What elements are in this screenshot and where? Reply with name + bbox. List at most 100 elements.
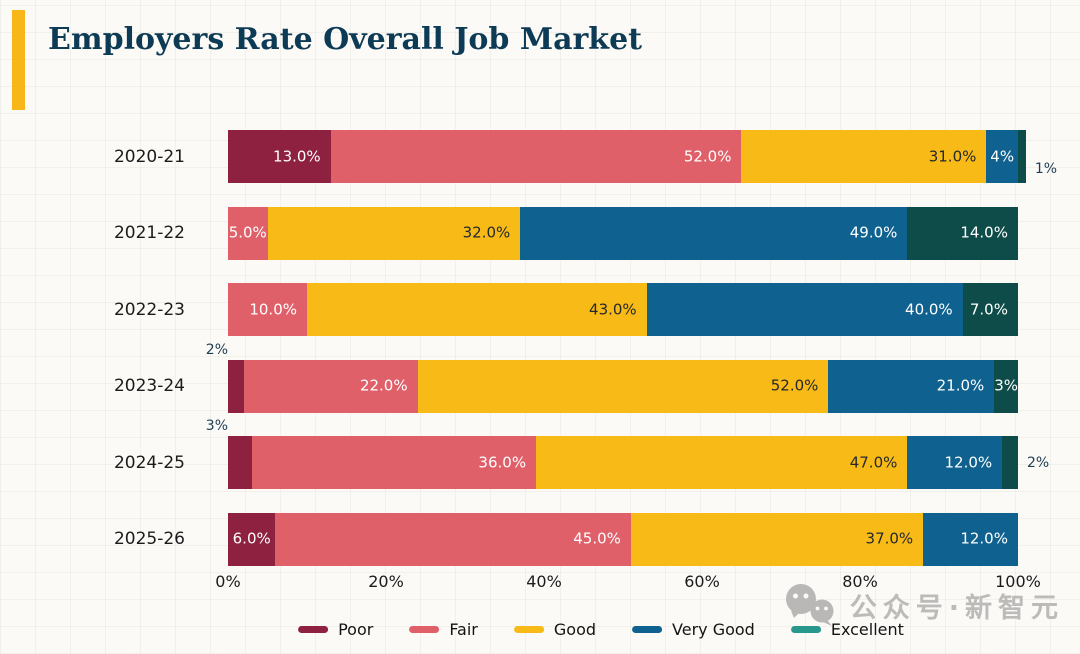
segment-value-label: 10.0% [249, 300, 297, 318]
x-axis-tick-label: 40% [526, 571, 562, 591]
stacked-bar: 6.0% 45.0% 37.0% 12.0% [228, 512, 1018, 566]
bar-segment: 2% [206, 343, 244, 413]
x-axis-tick-label: 20% [368, 571, 404, 591]
chart-rows: 2020-21 13.0% 52.0% 31.0% 4% 1% 2021-22 5.0% 32.… [0, 130, 1057, 566]
chart-row: 2020-21 13.0% 52.0% 31.0% 4% 1% [0, 130, 1057, 183]
stacked-bar: 3% 36.0% 47.0% 12.0% 2% [206, 419, 1049, 489]
legend-label: Very Good [672, 620, 755, 639]
x-axis-tick-label: 80% [842, 571, 878, 591]
legend-item: Fair [409, 620, 478, 639]
bar-segment: 3% [206, 419, 252, 489]
bar-segment: 4% [986, 130, 1018, 183]
bar-segment: 37.0% [630, 512, 924, 566]
legend-swatch [513, 626, 544, 633]
legend-item: Poor [298, 620, 373, 639]
chart-row: 2025-26 6.0% 45.0% 37.0% 12.0% [0, 512, 1040, 566]
category-label: 2023-24 [113, 376, 185, 396]
segment-value-label: 5.0% [228, 223, 267, 242]
page-title: Employers Rate Overall Job Market [48, 22, 643, 57]
chart-row: 2024-25 3% 36.0% 47.0% 12.0% 2% [0, 419, 1049, 489]
legend-label: Excellent [830, 620, 904, 639]
segment-value-label: 2% [1026, 454, 1050, 471]
bar-segment: 36.0% [251, 436, 537, 489]
bar-segment: 14.0% [907, 206, 1018, 260]
segment-value-label: 40.0% [905, 300, 953, 318]
stacked-bar: 10.0% 43.0% 40.0% 7.0% [228, 283, 1018, 336]
segment-value-label: 3% [205, 418, 228, 434]
bar-segment: 2% [1002, 436, 1049, 489]
chart-row: 2023-24 2% 22.0% 52.0% 21.0% 3% [0, 343, 1040, 413]
bar-segment: 10.0% [228, 283, 307, 336]
legend-swatch [632, 626, 663, 633]
bar-segment: 31.0% [741, 130, 987, 183]
stacked-bar: 2% 22.0% 52.0% 21.0% 3% [206, 343, 1019, 413]
bar-segment: 40.0% [646, 283, 963, 336]
segment-value-label: 45.0% [573, 529, 621, 548]
legend-item: Very Good [632, 620, 755, 639]
chart-row: 2021-22 5.0% 32.0% 49.0% 14.0% [0, 206, 1040, 260]
x-axis: 0% 20% 40% 60% 80% 100% [215, 571, 1041, 594]
watermark-text: 公众号·新智元 [849, 592, 1064, 624]
stacked-bar: 13.0% 52.0% 31.0% 4% 1% [228, 130, 1057, 183]
category-label: 2022-23 [113, 299, 185, 320]
segment-value-label: 14.0% [960, 223, 1008, 242]
segment-value-label: 12.0% [944, 453, 993, 471]
bar-segment: 43.0% [307, 283, 647, 336]
category-label: 2021-22 [113, 223, 185, 243]
segment-value-label: 52.0% [770, 376, 819, 395]
segment-value-label: 36.0% [478, 453, 527, 471]
legend-item: Good [513, 620, 597, 639]
category-label: 2024-25 [113, 452, 185, 473]
segment-value-label: 4% [990, 147, 1015, 165]
segment-value-label: 49.0% [849, 223, 898, 242]
segment-value-label: 6.0% [232, 529, 271, 548]
bar-segment: 52.0% [330, 130, 742, 183]
bar-segment: 12.0% [907, 436, 1003, 489]
segment-value-label: 52.0% [683, 147, 732, 165]
bar-segment: 22.0% [243, 359, 418, 413]
accent-bar [12, 10, 25, 110]
chart-row: 2022-23 10.0% 43.0% 40.0% 7.0% [0, 283, 1040, 336]
bar-segment: 13.0% [228, 130, 331, 183]
wechat-icon [785, 584, 834, 626]
legend-swatch [409, 626, 440, 633]
bar-segment: 52.0% [417, 359, 829, 413]
segment-value-label: 43.0% [589, 300, 637, 318]
segment-value-label: 13.0% [273, 147, 321, 165]
bar-segment: 21.0% [828, 359, 995, 413]
legend-label: Poor [338, 620, 374, 639]
watermark: 公众号·新智元 [782, 582, 1064, 628]
category-label: 2020-21 [113, 146, 185, 167]
bar-segment: 12.0% [923, 512, 1018, 566]
bar-segment: 5.0% [228, 206, 268, 260]
x-axis-tick-label: 0% [215, 571, 241, 591]
stacked-bar-chart: 2020-21 13.0% 52.0% 31.0% 4% 1% 2021-22 5.0% 32.… [0, 130, 1057, 594]
bar-segment: 1% [1017, 130, 1057, 183]
category-label: 2025-26 [113, 529, 185, 549]
bar-segment: 32.0% [267, 206, 521, 260]
segment-value-label: 22.0% [359, 376, 408, 395]
segment-value-label: 12.0% [960, 529, 1008, 548]
stacked-bar: 5.0% 32.0% 49.0% 14.0% [228, 206, 1018, 260]
legend-swatch [790, 626, 821, 633]
bar-segment: 45.0% [275, 512, 631, 566]
segment-value-label: 21.0% [936, 376, 985, 395]
bar-segment: 47.0% [536, 436, 908, 489]
legend-item: Excellent [790, 620, 904, 639]
segment-value-label: 47.0% [849, 453, 898, 471]
bar-segment: 6.0% [228, 512, 276, 566]
segment-value-label: 7.0% [969, 300, 1008, 318]
legend-swatch [298, 626, 329, 633]
legend: Poor Fair Good Very Good Excellent [298, 620, 904, 639]
legend-label: Fair [449, 620, 478, 639]
legend-label: Good [553, 620, 597, 639]
bar-segment: 3% [994, 359, 1019, 413]
segment-value-label: 37.0% [865, 529, 914, 548]
segment-value-label: 2% [205, 341, 228, 358]
segment-value-label: 31.0% [928, 147, 977, 165]
bar-segment: 49.0% [520, 206, 908, 260]
x-axis-tick-label: 60% [684, 571, 720, 591]
segment-value-label: 3% [994, 376, 1019, 395]
segment-value-label: 32.0% [462, 223, 511, 242]
